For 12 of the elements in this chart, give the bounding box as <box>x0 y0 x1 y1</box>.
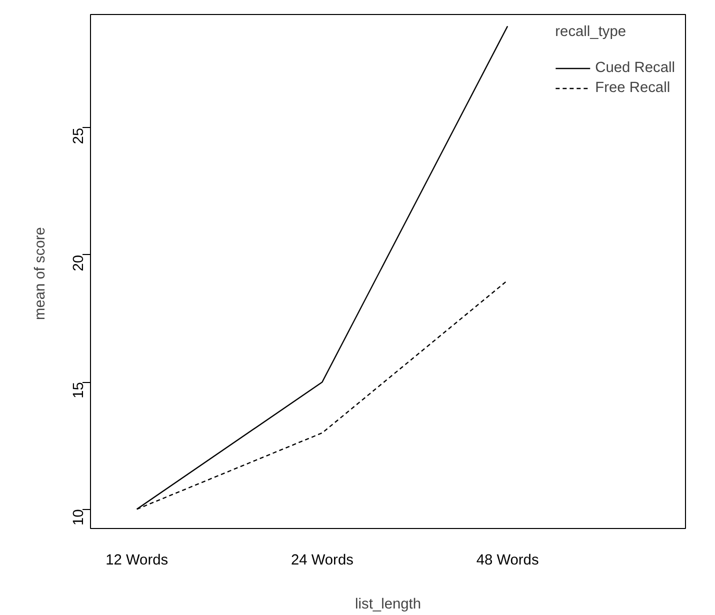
legend-label: Cued Recall <box>595 60 675 76</box>
legend-title: recall_type <box>555 24 628 40</box>
y-tick-label: 25 <box>71 128 87 144</box>
y-axis-title: mean of score <box>32 227 48 320</box>
y-tick-label: 10 <box>71 509 87 526</box>
x-tick-label: 24 Words <box>290 552 354 568</box>
y-tick-label: 15 <box>71 382 87 398</box>
y-tick-label: 20 <box>71 254 87 272</box>
legend-label: Free Recall <box>595 80 670 96</box>
x-tick-label: 12 Words <box>106 552 168 568</box>
x-tick-label: 48 Words <box>476 552 539 568</box>
x-axis-title: list_length <box>355 596 421 612</box>
